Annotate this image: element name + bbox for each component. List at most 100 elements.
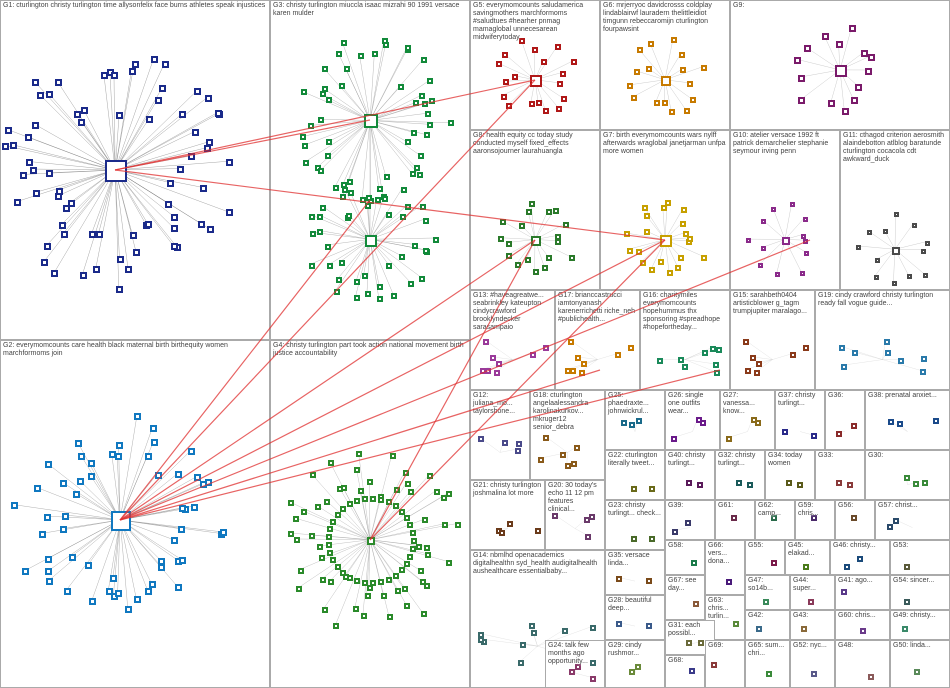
treemap-cell-G66: G66: vers... dona... (705, 540, 745, 595)
graph-node (852, 350, 858, 356)
graph-node (657, 358, 663, 364)
graph-node (333, 185, 339, 191)
graph-node (370, 496, 376, 502)
graph-node (226, 159, 233, 166)
graph-node (411, 538, 417, 544)
graph-node (667, 270, 673, 276)
graph-node (530, 352, 536, 358)
treemap-cell-G24: G24: talk few months ago opportunity... (545, 640, 605, 688)
graph-node (847, 482, 853, 488)
graph-node (797, 482, 803, 488)
graph-node (158, 564, 165, 571)
graph-node (39, 531, 46, 538)
graph-node (525, 257, 531, 263)
graph-node (326, 542, 332, 548)
cell-label: G31: each possibl... (668, 622, 712, 638)
cell-label: G33: (818, 452, 833, 460)
graph-node (105, 160, 127, 182)
cell-label: G15: sarahbeth0404 artisticblower g_tagm… (733, 292, 812, 316)
cell-label: G59: chris... (798, 502, 832, 518)
graph-node (904, 475, 910, 481)
graph-node (68, 200, 75, 207)
graph-node (516, 441, 522, 447)
graph-node (74, 111, 81, 118)
treemap-cell-G62: G62: camp... (755, 500, 795, 540)
cell-label: G11: cthagod criterion aerosmith alainde… (843, 132, 947, 164)
graph-node (358, 488, 364, 494)
graph-node (413, 100, 419, 106)
graph-node (315, 504, 321, 510)
graph-node (422, 101, 428, 107)
graph-node (686, 480, 692, 486)
graph-node (616, 576, 622, 582)
cell-label: G35: versace linda... (608, 552, 662, 568)
graph-node (134, 413, 141, 420)
graph-node (418, 568, 424, 574)
graph-node (347, 575, 353, 581)
graph-node (405, 45, 411, 51)
graph-node (581, 361, 587, 367)
graph-node (822, 33, 829, 40)
graph-node (836, 431, 842, 437)
cell-label: G48: (838, 642, 853, 650)
treemap-cell-G52: G52: nyc... (790, 640, 835, 688)
graph-node (698, 640, 704, 646)
graph-node (502, 52, 508, 58)
graph-node (354, 578, 360, 584)
graph-node (341, 485, 347, 491)
graph-node (828, 100, 835, 107)
graph-node (649, 536, 655, 542)
graph-node (644, 229, 650, 235)
graph-node (648, 41, 654, 47)
graph-node (507, 521, 513, 527)
graph-node (22, 568, 29, 575)
graph-node (151, 56, 158, 63)
graph-node (401, 187, 407, 193)
graph-node (175, 584, 182, 591)
cell-label: G32: christy turlingt... (718, 452, 762, 468)
graph-node (149, 581, 156, 588)
cell-label: G4: christy turlington part took action … (273, 342, 467, 358)
treemap-cell-G60: G60: chris... (835, 610, 890, 640)
graph-node (175, 471, 182, 478)
graph-node (386, 499, 392, 505)
graph-node (427, 473, 433, 479)
graph-node (89, 231, 96, 238)
treemap-cell-G37: G37: christy turlingt... (775, 390, 825, 450)
cell-label: G42: (748, 612, 763, 620)
graph-node (365, 593, 371, 599)
graph-node (317, 544, 323, 550)
graph-node (560, 452, 566, 458)
cell-label: G67: see day... (668, 577, 702, 593)
graph-node (25, 134, 32, 141)
graph-node (893, 518, 899, 524)
graph-node (794, 57, 801, 64)
graph-node (425, 552, 431, 558)
graph-node (661, 76, 671, 86)
graph-node (207, 226, 214, 233)
graph-node (303, 160, 309, 166)
cell-label: G23: christy turlingt... check... (608, 502, 662, 518)
cell-label: G34: today women (768, 452, 812, 468)
graph-node (339, 83, 345, 89)
graph-node (205, 95, 212, 102)
graph-node (500, 219, 506, 225)
graph-node (515, 448, 521, 454)
graph-node (377, 284, 383, 290)
graph-node (560, 71, 566, 77)
cell-label: G29: cindy rushmor... (608, 642, 662, 658)
graph-node (298, 568, 304, 574)
graph-node (646, 66, 652, 72)
graph-node (681, 207, 687, 213)
graph-node (88, 473, 95, 480)
graph-node (424, 545, 430, 551)
graph-node (685, 520, 691, 526)
treemap-cell-G4: G4: christy turlington part took action … (270, 340, 470, 688)
graph-node (654, 100, 660, 106)
graph-node (555, 44, 561, 50)
graph-node (636, 249, 642, 255)
graph-node (336, 51, 342, 57)
treemap-cell-G12: G12: juliana_mo... taylorshone... (470, 390, 530, 480)
treemap-cell-G7: G7: birth everymomcounts wars nylff afte… (600, 130, 730, 290)
graph-node (44, 514, 51, 521)
